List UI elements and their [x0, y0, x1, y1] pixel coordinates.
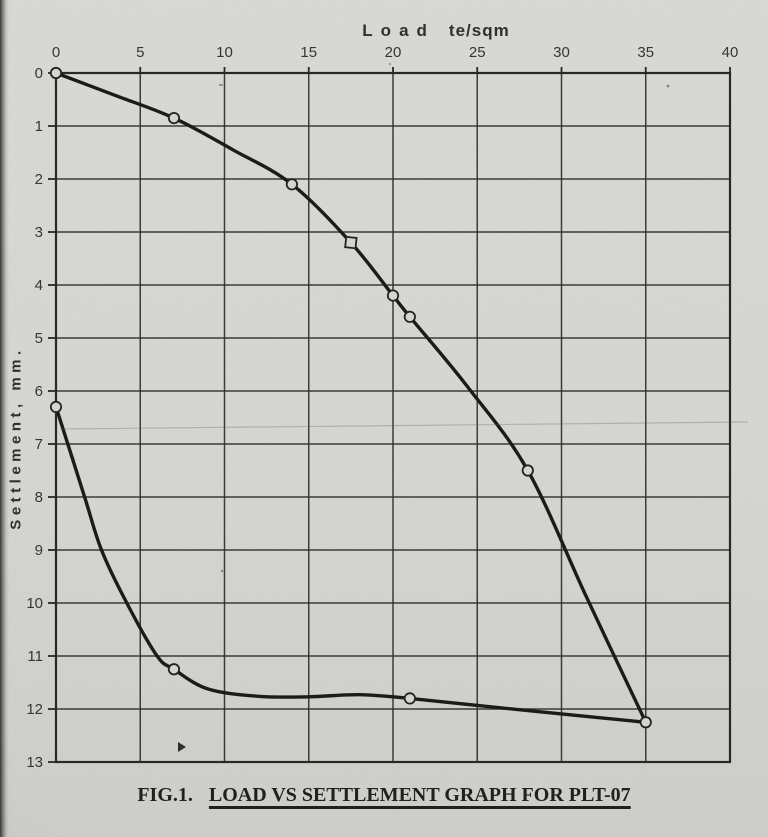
y-tick-label: 0: [35, 65, 43, 82]
y-tick-label: 11: [27, 648, 43, 665]
x-tick-label: 15: [300, 44, 317, 61]
data-point-marker: [49, 66, 63, 80]
y-tick-label: 4: [35, 277, 43, 294]
y-tick-label: 13: [26, 754, 43, 771]
settlement-axis-label: Settlement, mm.: [7, 346, 25, 530]
y-tick-label: 3: [35, 224, 43, 241]
x-tick-label: 25: [469, 44, 486, 61]
y-tick-label: 12: [26, 701, 43, 718]
y-tick-label: 10: [26, 595, 43, 612]
data-point-marker: [285, 178, 298, 191]
scan-artifact-arrow: [178, 742, 186, 752]
load-axis-title: Load te/sqm: [362, 21, 509, 41]
data-point-marker: [49, 400, 63, 413]
figure-caption: FIG.1. LOAD VS SETTLEMENT GRAPH FOR PLT-0…: [0, 784, 768, 807]
data-point-marker: [521, 464, 534, 477]
y-tick-label: 1: [35, 118, 43, 135]
y-tick-label: 2: [35, 171, 43, 188]
figure-number: FIG.1.: [137, 784, 193, 806]
data-point-marker: [167, 111, 181, 125]
x-tick-label: 5: [136, 44, 144, 61]
y-tick-label: 5: [35, 330, 43, 347]
load-axis-title-word: Load: [362, 21, 435, 40]
data-point-marker: [639, 716, 652, 729]
scan-speck: [388, 62, 392, 66]
data-point-marker: [386, 289, 400, 302]
y-tick-label: 7: [35, 436, 43, 453]
y-tick-label: 8: [35, 489, 43, 506]
data-point-marker: [403, 692, 416, 705]
loading-curve: [54, 71, 648, 724]
unloading-curve: [54, 405, 648, 724]
x-tick-label: 30: [553, 44, 570, 61]
load-axis-title-unit: te/sqm: [448, 21, 510, 40]
data-point-marker-square: [344, 235, 358, 250]
figure-title: LOAD VS SETTLEMENT GRAPH FOR PLT-07: [208, 784, 631, 806]
x-tick-label: 0: [52, 44, 60, 61]
scan-speck: [219, 84, 223, 86]
scan-speck: [666, 84, 670, 88]
y-tick-label: 6: [35, 383, 43, 400]
data-point-marker: [403, 310, 416, 323]
x-tick-label: 35: [637, 44, 654, 61]
x-tick-label: 20: [385, 44, 402, 61]
x-tick-label: 10: [216, 44, 233, 61]
data-point-marker: [167, 663, 181, 676]
x-tick-label: 40: [722, 44, 739, 61]
y-tick-label: 9: [35, 542, 43, 559]
scan-speck: [220, 569, 224, 573]
